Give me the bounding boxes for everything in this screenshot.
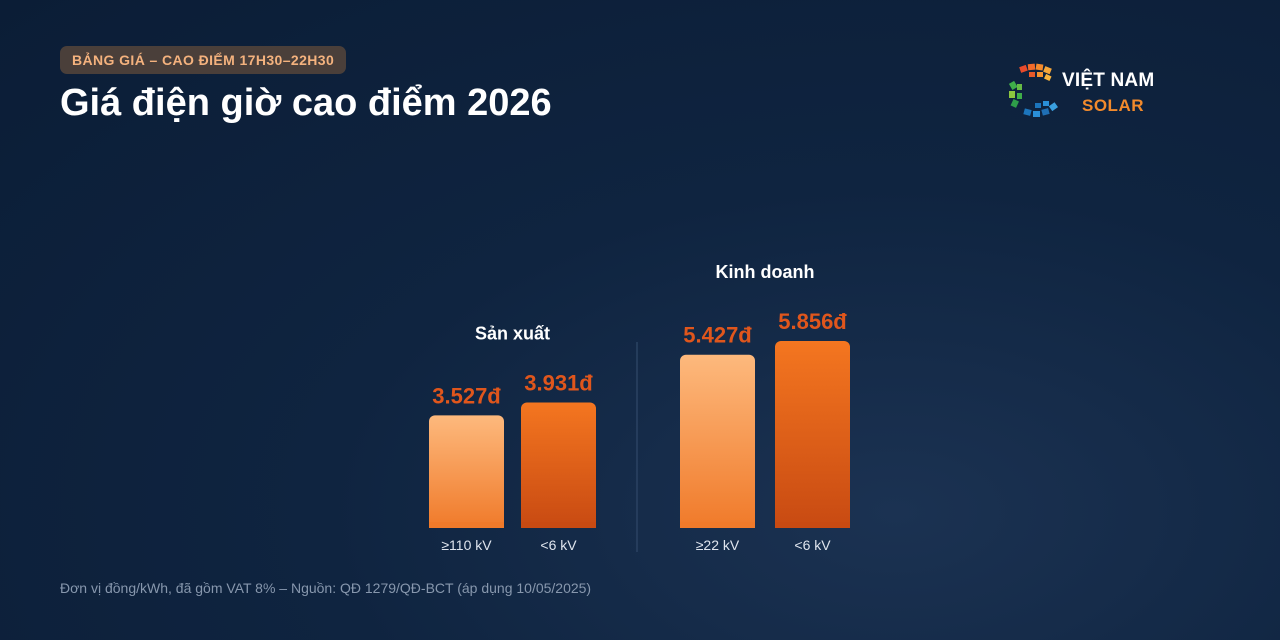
footnote: Đơn vị đồng/kWh, đã gồm VAT 8% – Nguồn: … [60, 580, 592, 596]
page-title: Giá điện giờ cao điểm 2026 [60, 82, 552, 124]
price-table-badge: BẢNG GIÁ – CAO ĐIỂM 17H30–22H30 [60, 46, 347, 74]
category-label-0-1: <6 kV [540, 537, 577, 553]
bar-0-0 [429, 415, 504, 528]
category-label-1-0: ≥22 kV [696, 537, 740, 553]
bar-base-0-1 [521, 522, 596, 528]
logo-name: VIỆT NAM [1062, 70, 1155, 91]
value-label-1-1: 5.856đ [778, 309, 847, 334]
solar-logo-icon [1008, 63, 1058, 117]
value-label-1-0: 5.427đ [683, 323, 752, 348]
bar-base-0-0 [429, 522, 504, 528]
group-label-0: Sản xuất [475, 323, 550, 343]
category-label-1-1: <6 kV [794, 537, 831, 553]
vietnam-solar-logo: VIỆT NAM SOLAR [1006, 62, 1186, 124]
group-label-1: Kinh doanh [716, 262, 815, 282]
logo-subtitle: SOLAR [1082, 96, 1144, 115]
value-label-0-1: 3.931đ [524, 370, 593, 395]
bar-1-0 [680, 354, 755, 528]
bar-1-1 [775, 341, 850, 528]
bar-0-1 [521, 402, 596, 528]
value-label-0-0: 3.527đ [432, 383, 501, 408]
bar-base-1-0 [680, 522, 755, 528]
bar-base-1-1 [775, 522, 850, 528]
category-label-0-0: ≥110 kV [441, 537, 492, 553]
